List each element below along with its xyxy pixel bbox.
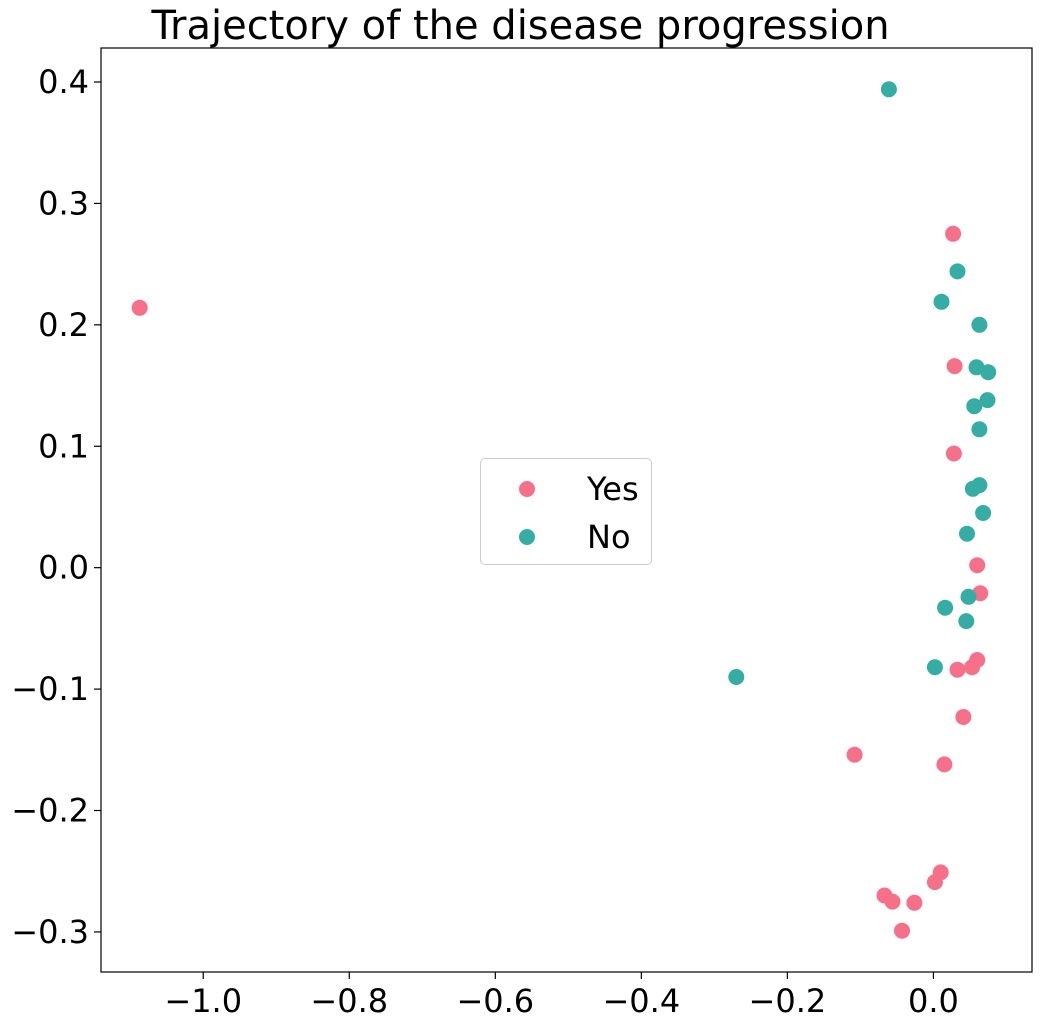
point-yes-2 <box>947 358 963 374</box>
point-no-11 <box>975 505 991 521</box>
y-axis: −0.3 −0.2 −0.1 0.0 0.1 0.2 0.3 0.4 <box>11 63 101 951</box>
point-no-15 <box>958 613 974 629</box>
legend-item-no: No <box>481 517 651 557</box>
point-yes-13 <box>927 874 943 890</box>
y-tick-label: −0.1 <box>11 670 89 708</box>
point-no-12 <box>959 526 975 542</box>
point-no-5 <box>980 364 996 380</box>
series-no <box>728 81 996 685</box>
x-tick-label: −0.6 <box>456 982 534 1020</box>
point-yes-17 <box>894 923 910 939</box>
y-tick-label: −0.3 <box>11 913 89 951</box>
x-tick-label: −1.0 <box>164 982 242 1020</box>
x-tick-label: −0.8 <box>310 982 388 1020</box>
point-yes-11 <box>936 756 952 772</box>
point-yes-3 <box>946 446 962 462</box>
point-yes-0 <box>132 300 148 316</box>
point-no-0 <box>881 81 897 97</box>
y-tick-label: 0.1 <box>38 427 89 465</box>
point-yes-9 <box>955 709 971 725</box>
y-tick-label: −0.2 <box>11 792 89 830</box>
legend-label-no: No <box>587 517 631 557</box>
y-tick-label: 0.0 <box>38 549 89 587</box>
point-yes-1 <box>945 226 961 242</box>
point-no-16 <box>927 659 943 675</box>
point-no-1 <box>950 263 966 279</box>
x-tick-label: −0.2 <box>749 982 827 1020</box>
legend-label-yes: Yes <box>587 469 639 509</box>
legend-item-yes: Yes <box>481 469 651 509</box>
series-yes <box>132 226 989 939</box>
x-tick-label: −0.4 <box>602 982 680 1020</box>
point-yes-10 <box>847 747 863 763</box>
x-tick-label: 0.0 <box>908 982 959 1020</box>
point-no-13 <box>961 589 977 605</box>
point-no-7 <box>966 398 982 414</box>
point-no-8 <box>971 421 987 437</box>
y-tick-label: 0.4 <box>38 63 89 101</box>
y-tick-label: 0.2 <box>38 306 89 344</box>
point-no-2 <box>934 294 950 310</box>
point-no-10 <box>965 481 981 497</box>
point-no-14 <box>937 600 953 616</box>
x-axis: −1.0 −0.8 −0.6 −0.4 −0.2 0.0 <box>164 972 958 1020</box>
point-yes-16 <box>906 895 922 911</box>
legend-marker-yes <box>519 481 535 497</box>
point-yes-8 <box>950 662 966 678</box>
point-yes-4 <box>969 557 985 573</box>
point-yes-15 <box>885 894 901 910</box>
legend: Yes No <box>480 458 652 565</box>
y-tick-label: 0.3 <box>38 184 89 222</box>
point-no-17 <box>728 669 744 685</box>
legend-marker-no <box>519 529 535 545</box>
point-yes-7 <box>964 659 980 675</box>
point-no-3 <box>971 317 987 333</box>
